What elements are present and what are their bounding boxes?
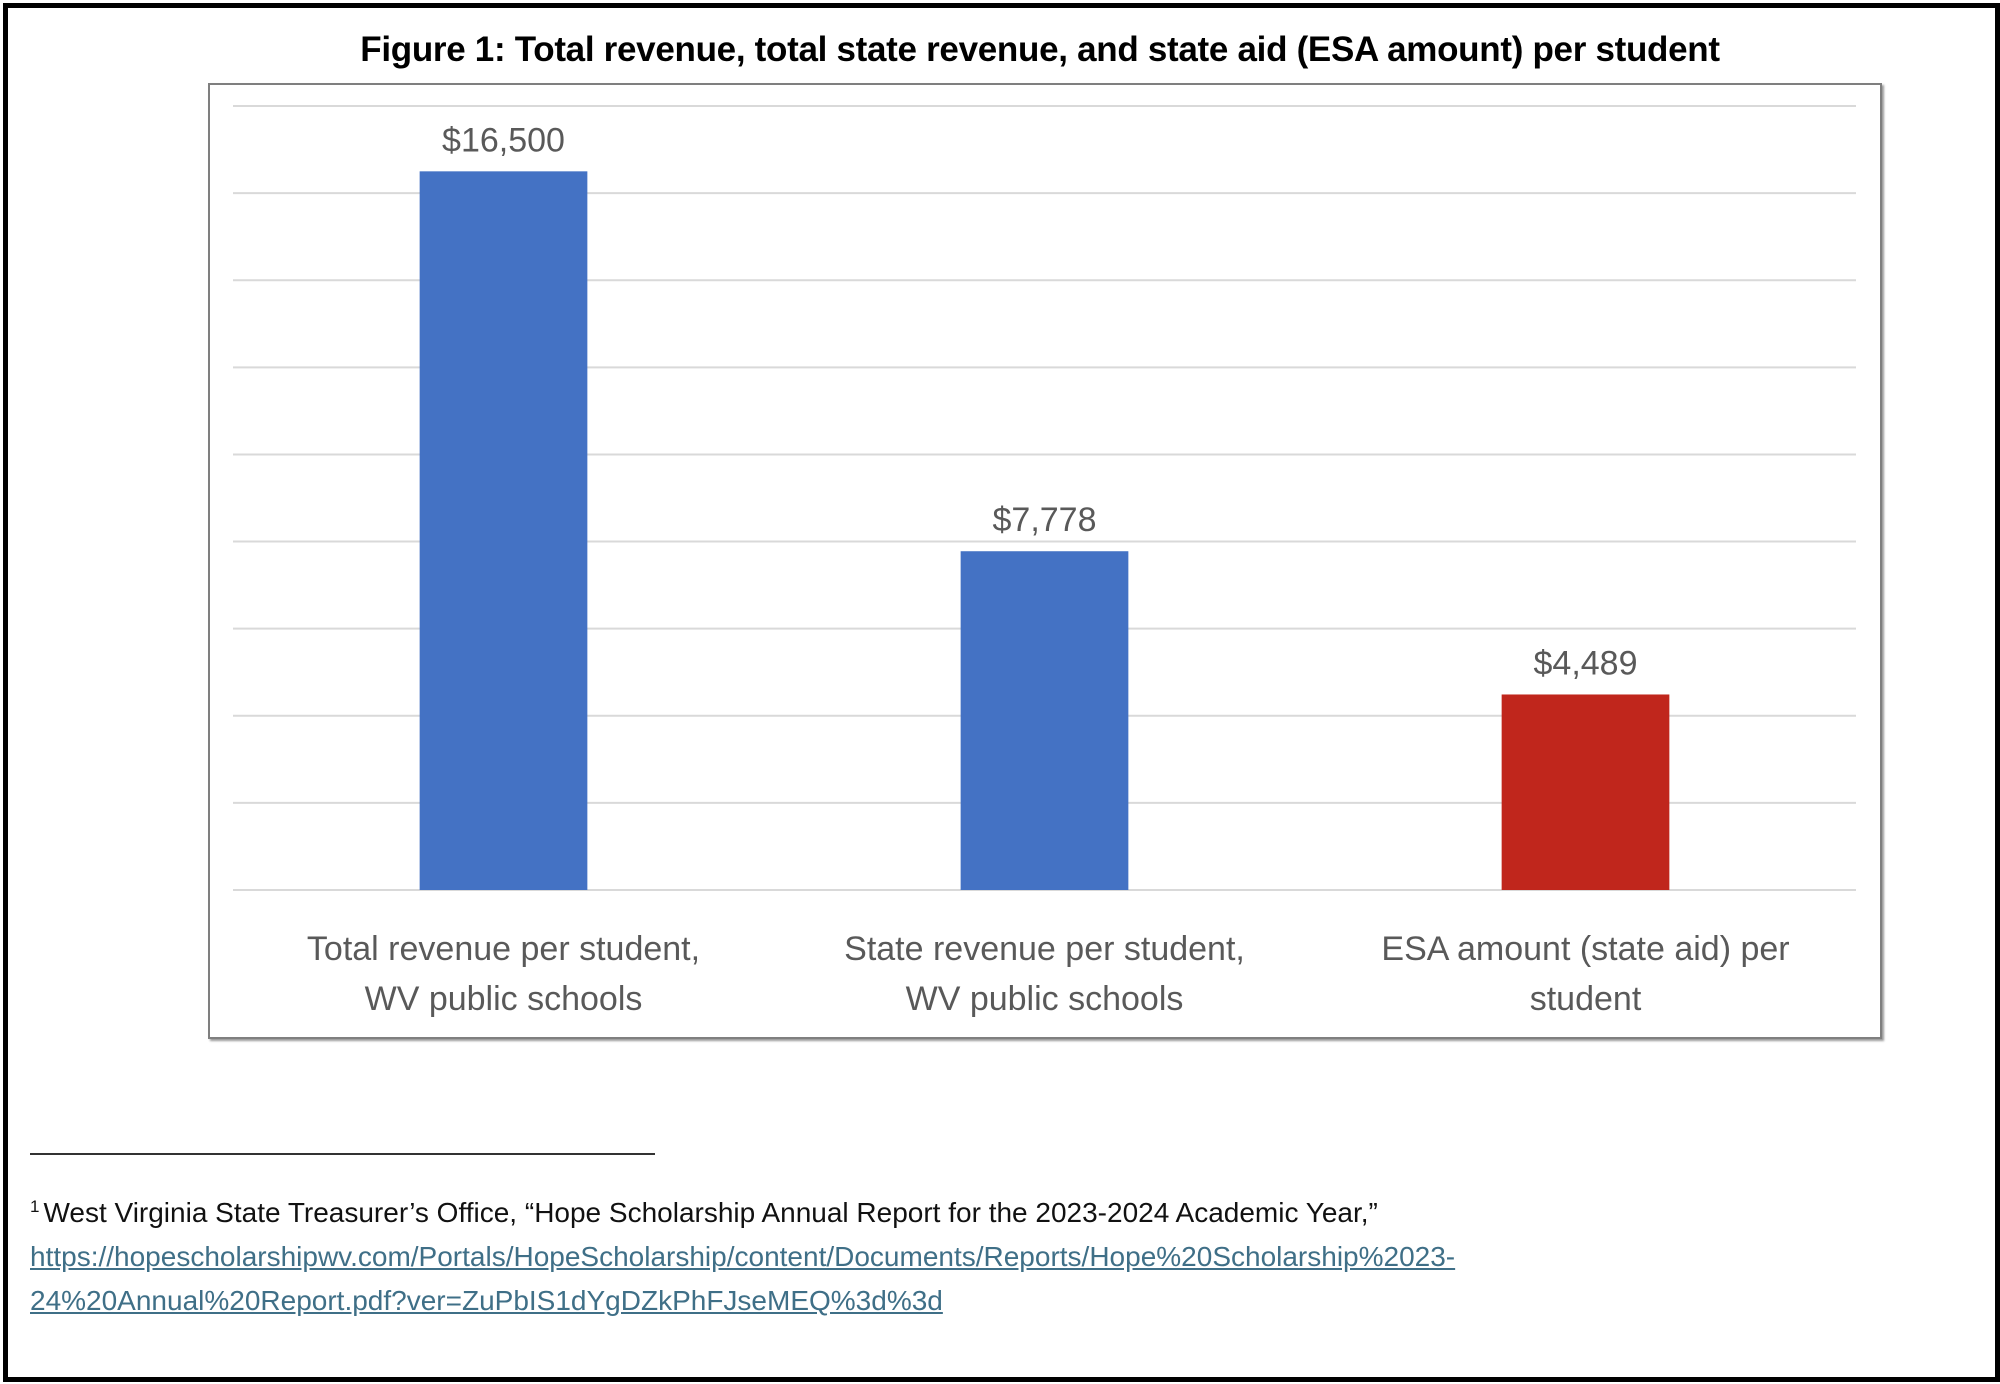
footnote-link-line-1[interactable]: https://hopescholarshipwv.com/Portals/Ho…: [30, 1241, 1456, 1272]
footnote-separator: [30, 1153, 655, 1155]
footnote: 1 West Virginia State Treasurer’s Office,…: [30, 1185, 1960, 1323]
category-label: WV public schools: [906, 980, 1184, 1018]
chart-title: Figure 1: Total revenue, total state rev…: [360, 30, 1720, 69]
category-label: Total revenue per student,: [307, 930, 700, 968]
footnote-text: West Virginia State Treasurer’s Office, …: [43, 1197, 1378, 1228]
category-label: ESA amount (state aid) per: [1381, 930, 1789, 968]
bar: [960, 551, 1129, 890]
data-label: $4,489: [1534, 644, 1638, 682]
category-label: WV public schools: [365, 980, 643, 1018]
bar: [1501, 694, 1670, 890]
bar: [419, 171, 588, 891]
footnote-citation: 1 West Virginia State Treasurer’s Office,…: [30, 1185, 1960, 1235]
data-label: $16,500: [442, 121, 565, 159]
footnote-marker: 1: [30, 1197, 40, 1216]
footnote-link-line-2[interactable]: 24%20Annual%20Report.pdf?ver=ZuPbIS1dYgD…: [30, 1285, 943, 1316]
category-label: State revenue per student,: [844, 930, 1245, 968]
data-label: $7,778: [993, 501, 1097, 539]
category-label: student: [1530, 980, 1642, 1018]
